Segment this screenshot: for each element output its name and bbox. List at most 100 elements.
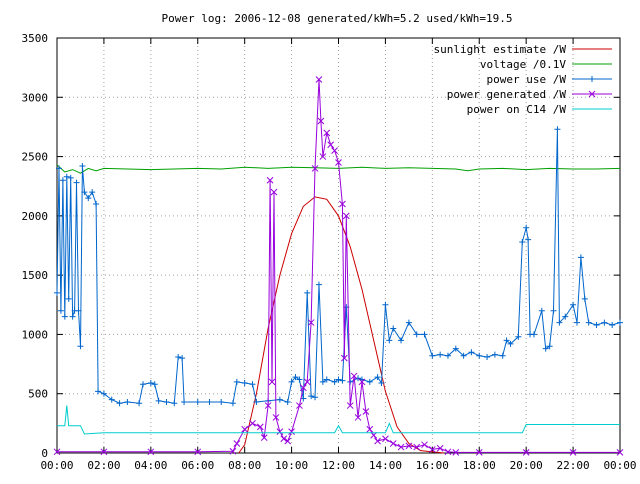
data-point: [616, 449, 624, 456]
data-point: [315, 281, 322, 288]
data-point: [264, 402, 272, 409]
data-point: [194, 448, 202, 456]
data-point: [601, 319, 608, 326]
data-point: [507, 340, 514, 347]
data-point: [444, 448, 452, 456]
data-point: [550, 307, 557, 314]
data-point: [405, 319, 412, 326]
x-tick-label: 20:00: [510, 459, 543, 472]
data-point: [256, 423, 264, 431]
x-tick-label: 02:00: [87, 459, 120, 472]
data-point: [331, 147, 338, 154]
y-tick-label: 2000: [22, 210, 49, 223]
data-point: [538, 307, 545, 314]
data-point: [79, 163, 86, 170]
data-point: [229, 447, 237, 455]
data-point: [350, 372, 358, 380]
legend-item-3: power generated /W: [447, 88, 612, 101]
y-tick-label: 3000: [22, 91, 49, 104]
data-point: [312, 394, 319, 401]
legend-marker: [588, 90, 596, 98]
data-point: [266, 176, 274, 184]
data-point: [323, 129, 331, 137]
data-point: [89, 189, 96, 196]
data-point: [405, 442, 413, 450]
data-point: [530, 331, 537, 338]
data-point: [323, 376, 330, 383]
data-point: [181, 399, 188, 406]
data-point: [296, 376, 303, 383]
data-point: [491, 351, 498, 358]
data-point: [270, 188, 278, 196]
data-point: [444, 352, 451, 359]
data-point: [390, 325, 397, 332]
data-point: [339, 200, 346, 208]
data-point: [179, 355, 186, 362]
data-point: [342, 212, 350, 220]
data-point: [147, 380, 154, 387]
series-1: [56, 164, 621, 174]
legend: sunlight estimate /W voltage /0.1V power u…: [434, 43, 612, 116]
x-tick-label: 04:00: [134, 459, 167, 472]
data-point: [307, 319, 315, 326]
series-line: [57, 79, 620, 453]
data-point: [292, 374, 299, 381]
data-point: [327, 141, 335, 149]
data-point: [362, 408, 370, 415]
data-point: [374, 437, 381, 445]
data-point: [358, 378, 366, 386]
x-tick-label: 16:00: [416, 459, 449, 472]
data-point: [155, 397, 162, 404]
legend-marker: [589, 76, 595, 82]
y-tick-label: 1000: [22, 328, 49, 341]
data-point: [54, 289, 60, 296]
data-point: [65, 295, 72, 302]
data-point: [206, 399, 213, 406]
data-point: [581, 295, 588, 302]
data-point: [341, 354, 348, 362]
data-point: [556, 319, 563, 326]
series-3: [53, 76, 624, 456]
data-point: [53, 448, 61, 456]
chart-title: Power log: 2006-12-08 generated/kWh=5.2 …: [162, 12, 513, 25]
series-4: [57, 405, 620, 435]
data-point: [296, 402, 303, 409]
data-point: [366, 378, 373, 385]
data-point: [468, 349, 475, 356]
x-tick-label: 22:00: [557, 459, 590, 472]
data-point: [577, 254, 584, 261]
y-tick-label: 3500: [22, 32, 49, 45]
series-line: [56, 164, 621, 174]
data-point: [617, 319, 623, 326]
x-tick-label: 00:00: [40, 459, 73, 472]
data-point: [311, 165, 319, 172]
data-point: [484, 353, 491, 360]
data-point: [93, 201, 100, 207]
data-point: [319, 378, 326, 385]
data-point: [260, 434, 268, 441]
data-point: [335, 159, 342, 166]
data-point: [304, 289, 311, 296]
legend-item-2: power use /W: [487, 73, 612, 86]
y-tick-label: 2500: [22, 151, 49, 164]
data-point: [593, 321, 600, 328]
y-tick-label: 500: [28, 388, 48, 401]
data-point: [346, 402, 354, 409]
data-point: [175, 353, 182, 360]
data-point: [546, 343, 553, 350]
data-point: [303, 378, 311, 386]
data-point: [382, 301, 389, 308]
data-point: [108, 396, 115, 403]
data-point: [562, 313, 569, 320]
data-point: [276, 428, 284, 436]
series-line: [57, 405, 620, 435]
series-line: [238, 196, 445, 454]
x-tick-label: 00:00: [603, 459, 636, 472]
data-point: [319, 153, 327, 160]
legend-item-1: voltage /0.1V: [480, 58, 612, 71]
data-point: [421, 331, 428, 338]
data-point: [452, 449, 460, 456]
data-point: [59, 177, 66, 184]
data-point: [429, 352, 436, 359]
